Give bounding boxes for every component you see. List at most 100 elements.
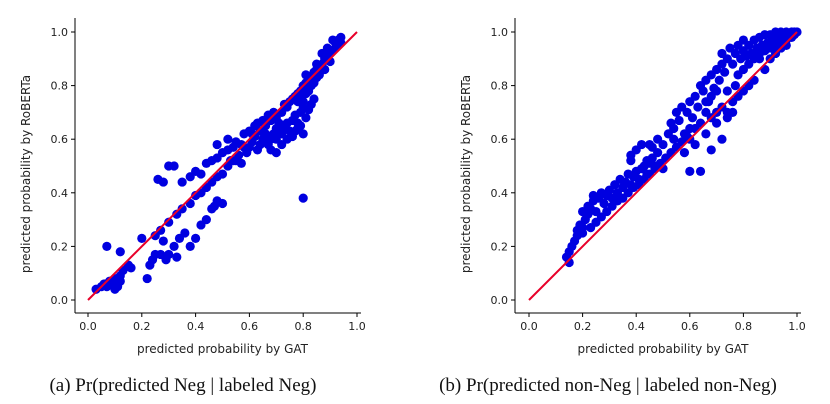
- scatter-point: [685, 123, 695, 134]
- x-tick-label: 0.8: [294, 320, 312, 333]
- scatter-point: [728, 107, 738, 117]
- scatter-point: [156, 225, 166, 235]
- scatter-point: [717, 134, 727, 144]
- scatter-point: [626, 156, 636, 166]
- scatter-point: [196, 169, 206, 179]
- x-tick-label: 0.2: [574, 320, 592, 333]
- scatter-point: [201, 215, 211, 225]
- y-tick-label: 0.2: [51, 240, 69, 253]
- scatter-point: [669, 134, 679, 144]
- scatter-point: [685, 166, 695, 176]
- scatter-point: [669, 123, 679, 134]
- caption-a: (a) Pr(predicted Neg | labeled Neg): [49, 375, 316, 396]
- reference-line: [87, 31, 358, 301]
- x-tick-label: 0.6: [681, 320, 699, 333]
- scatter-point: [301, 70, 311, 80]
- scatter-point: [578, 228, 588, 238]
- scatter-point: [252, 118, 263, 128]
- y-tick-label: 0.0: [491, 294, 509, 307]
- scatter-point: [701, 97, 711, 107]
- scatter-point: [701, 129, 711, 139]
- scatter-point: [169, 241, 179, 251]
- scatter-point: [695, 166, 706, 176]
- scatter-point: [312, 59, 322, 69]
- x-tick-label: 0.4: [627, 320, 645, 333]
- x-tick-label: 0.0: [79, 320, 97, 333]
- panel-b: 0.0 0.2 0.4 0.6 0.8 1.0 0.0 0.2 0.4 0.6 0.8 1.0 pred…: [459, 18, 806, 356]
- scatter-point: [645, 139, 655, 150]
- x-tick-label: 1.0: [788, 320, 806, 333]
- scatter-point: [212, 139, 222, 150]
- scatter-point: [674, 115, 684, 126]
- scatter-point: [137, 233, 147, 243]
- y-tick-label: 0.6: [51, 133, 69, 146]
- x-axis-label: predicted probability by GAT: [137, 342, 309, 356]
- scatter-point: [217, 198, 228, 209]
- scatter-point: [712, 86, 722, 96]
- scatter-point: [301, 113, 311, 123]
- scatter-point: [271, 148, 281, 158]
- y-tick-label: 0.4: [51, 187, 69, 200]
- y-tick-label: 1.0: [51, 26, 69, 39]
- scatter-point: [223, 134, 233, 144]
- scatter-point: [690, 139, 700, 150]
- scatter-point: [298, 129, 308, 139]
- scatter-point: [712, 118, 722, 128]
- scatter-point: [599, 198, 609, 209]
- scatter-point: [564, 257, 574, 268]
- scatter-point: [714, 75, 724, 85]
- scatter-point: [225, 156, 236, 166]
- x-tick-label: 0.8: [735, 320, 753, 333]
- scatter-point: [158, 177, 168, 187]
- scatter-point: [325, 56, 335, 67]
- scatter-point: [298, 97, 308, 107]
- scatter-point: [110, 284, 120, 294]
- scatter-point: [164, 217, 174, 227]
- scatter-point: [298, 193, 308, 203]
- scatter-point: [722, 86, 732, 96]
- scatter-point: [158, 236, 168, 246]
- scatter-point: [754, 48, 765, 59]
- scatter-point: [690, 91, 700, 101]
- y-tick-label: 0.8: [491, 80, 509, 93]
- x-tick-label: 0.0: [520, 320, 538, 333]
- scatter-point: [126, 263, 136, 273]
- caption-b: (b) Pr(predicted non-Neg | labeled non-N…: [439, 375, 777, 396]
- y-axis-label: predicted probability by RoBERTa: [19, 75, 33, 273]
- scatter-point: [269, 107, 279, 117]
- scatter-point: [217, 169, 228, 179]
- y-tick-label: 0.4: [491, 187, 509, 200]
- scatter-point: [693, 102, 703, 112]
- scatter-point: [177, 177, 187, 187]
- scatter-point: [185, 241, 195, 251]
- scatter-point: [177, 204, 187, 214]
- scatter-point: [309, 94, 319, 104]
- panel-a: 0.0 0.2 0.4 0.6 0.8 1.0 0.0 0.2 0.4 0.6 0.8 1.0 pred…: [19, 18, 366, 356]
- scatter-point: [730, 81, 740, 91]
- scatter-point: [642, 156, 652, 166]
- scatter-point: [679, 148, 690, 158]
- scatter-point: [701, 107, 711, 117]
- x-tick-label: 0.4: [187, 320, 205, 333]
- scatter-point: [169, 161, 179, 171]
- scatter-point: [698, 86, 708, 96]
- scatter-point: [720, 67, 730, 77]
- scatter-point: [142, 273, 152, 284]
- y-tick-label: 0.8: [51, 80, 69, 93]
- scatter-point: [687, 113, 698, 123]
- scatter-point: [322, 43, 333, 53]
- scatter-point: [236, 158, 246, 168]
- scatter-point: [172, 252, 182, 262]
- scatter-point: [658, 139, 668, 150]
- scatter-point: [236, 139, 246, 150]
- scatter-point: [658, 164, 668, 174]
- scatter-point: [706, 145, 716, 155]
- reference-line: [528, 31, 798, 301]
- scatter-point: [102, 241, 112, 251]
- scatter-point: [247, 129, 257, 139]
- y-axis-label: predicted probability by RoBERTa: [459, 75, 473, 273]
- scatter-point: [781, 40, 791, 51]
- x-axis-label: predicted probability by GAT: [577, 342, 749, 356]
